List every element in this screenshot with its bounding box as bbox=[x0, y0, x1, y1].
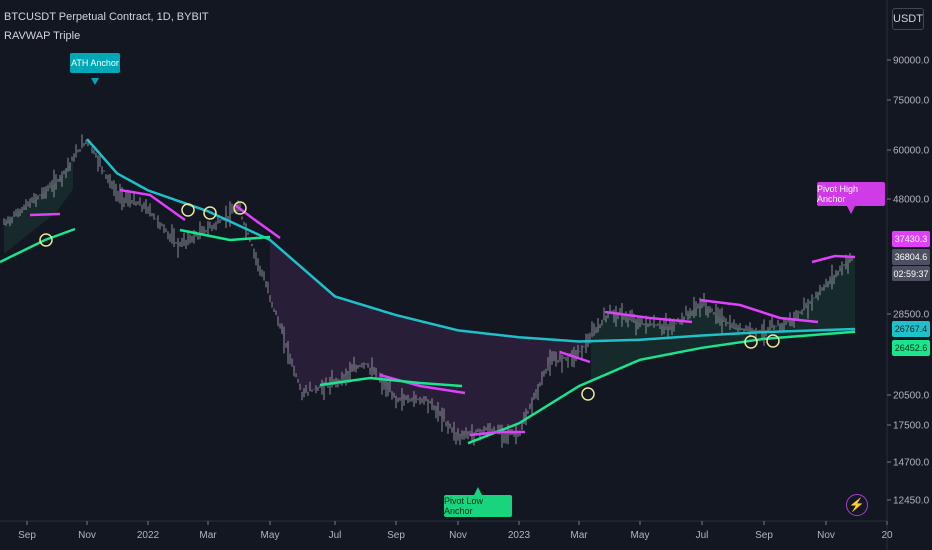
pivot-low-pointer bbox=[474, 487, 482, 495]
price-tick-label: 90000.0 bbox=[893, 56, 930, 67]
time-tick-label: 2022 bbox=[137, 530, 160, 541]
high-vwap-segment bbox=[811, 254, 856, 264]
high-vwap-segment bbox=[469, 430, 525, 437]
lightning-icon[interactable]: ⚡ bbox=[846, 494, 868, 516]
early-fill bbox=[4, 159, 73, 254]
signal-circle bbox=[744, 335, 758, 349]
high-vwap-segment bbox=[234, 204, 281, 240]
high-vwap-segment bbox=[699, 298, 819, 324]
ath-vwap-badge: 26767.4 bbox=[892, 321, 930, 337]
time-tick-label: Mar bbox=[199, 530, 217, 541]
price-tick-label: 75000.0 bbox=[893, 96, 930, 107]
signal-circles-layer bbox=[39, 201, 780, 401]
bullish-fill bbox=[591, 258, 855, 381]
price-tick-label: 28500.0 bbox=[893, 310, 930, 321]
currency-selector[interactable]: USDT bbox=[892, 8, 924, 30]
time-tick-label: Sep bbox=[18, 530, 36, 541]
pivot-low-anchor-label: Pivot Low Anchor bbox=[444, 495, 512, 517]
low-vwap-segment bbox=[179, 228, 271, 242]
indicator-title[interactable]: RAVWAP Triple bbox=[4, 30, 81, 42]
time-tick-label: Nov bbox=[817, 530, 835, 541]
signal-circle bbox=[39, 233, 53, 247]
ath-anchor-pointer bbox=[91, 78, 99, 85]
countdown-badge: 02:59:37 bbox=[892, 266, 930, 281]
price-tick-label: 60000.0 bbox=[893, 146, 930, 157]
signal-circle bbox=[203, 206, 217, 220]
time-tick-label: Mar bbox=[570, 530, 588, 541]
high-vwap-segment bbox=[604, 310, 693, 324]
ath-anchor-label: ATH Anchor bbox=[70, 53, 120, 73]
high-vwap-segment bbox=[379, 373, 466, 395]
bearish-fill bbox=[270, 239, 588, 437]
pivot-high-pointer bbox=[847, 206, 855, 214]
time-tick-label: Sep bbox=[387, 530, 405, 541]
price-tick-label: 17500.0 bbox=[893, 421, 930, 432]
high-vwap-segment bbox=[29, 212, 61, 217]
ath-vwap-line bbox=[86, 138, 856, 343]
signal-circle bbox=[581, 387, 595, 401]
price-tick-label: 14700.0 bbox=[893, 458, 930, 469]
high-vwap-segment bbox=[559, 350, 591, 364]
last-price-badge: 36804.6 bbox=[892, 249, 930, 265]
time-tick-label: Sep bbox=[755, 530, 773, 541]
pivot-high-vwap-badge: 37430.3 bbox=[892, 231, 930, 247]
time-tick-label: Nov bbox=[449, 530, 467, 541]
time-tick-label: May bbox=[631, 530, 650, 541]
time-tick-label: 20 bbox=[881, 530, 893, 541]
symbol-title[interactable]: BTCUSDT Perpetual Contract, 1D, BYBIT bbox=[4, 11, 209, 23]
time-tick-label: Jul bbox=[696, 530, 709, 541]
time-tick-label: Jul bbox=[329, 530, 342, 541]
price-tick-label: 48000.0 bbox=[893, 195, 930, 206]
low-vwap-badge: 26452.6 bbox=[892, 340, 930, 356]
time-tick-label: Nov bbox=[78, 530, 96, 541]
price-tick-label: 20500.0 bbox=[893, 391, 930, 402]
signal-circle bbox=[766, 334, 780, 348]
pivot-high-anchor-label: Pivot High Anchor bbox=[817, 182, 885, 206]
signal-circle bbox=[233, 201, 247, 215]
vwap-lines-layer bbox=[0, 138, 856, 445]
early-low-vwap-line bbox=[0, 227, 76, 264]
signal-circle bbox=[181, 203, 195, 217]
time-tick-label: 2023 bbox=[508, 530, 531, 541]
low-vwap-line bbox=[467, 330, 856, 445]
low-vwap-segment bbox=[319, 376, 463, 388]
high-vwap-segment bbox=[119, 188, 186, 222]
price-tick-label: 12450.0 bbox=[893, 496, 930, 507]
time-tick-label: May bbox=[261, 530, 280, 541]
